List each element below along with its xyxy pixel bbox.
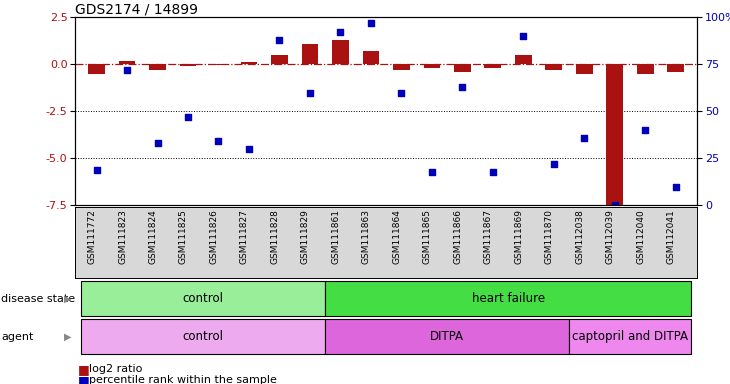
Text: percentile rank within the sample: percentile rank within the sample [89, 375, 277, 384]
Bar [454, 64, 471, 72]
Point [518, 33, 529, 39]
Point [548, 161, 560, 167]
Text: GSM111827: GSM111827 [240, 210, 249, 264]
Bar [545, 64, 562, 70]
Point [274, 37, 285, 43]
Text: GDS2174 / 14899: GDS2174 / 14899 [75, 2, 198, 16]
Point [609, 202, 620, 209]
Point [487, 169, 499, 175]
Text: GSM111870: GSM111870 [545, 210, 554, 265]
Text: heart failure: heart failure [472, 292, 545, 305]
Point [152, 140, 164, 146]
Text: GSM112040: GSM112040 [637, 210, 645, 264]
Point [426, 169, 438, 175]
Text: DITPA: DITPA [430, 331, 464, 343]
Text: GSM111825: GSM111825 [179, 210, 188, 264]
Bar [332, 40, 349, 64]
Point [182, 114, 194, 120]
Bar [393, 64, 410, 70]
Bar [485, 64, 502, 68]
Point [365, 20, 377, 26]
Point [334, 29, 346, 35]
Point [121, 67, 133, 73]
Bar [637, 64, 653, 74]
Text: ▶: ▶ [64, 332, 72, 342]
Text: GSM111823: GSM111823 [118, 210, 127, 264]
Bar [81, 319, 325, 354]
Text: ▶: ▶ [64, 293, 72, 304]
Bar [667, 64, 684, 72]
Point [212, 138, 224, 144]
Bar [301, 44, 318, 64]
Text: GSM112039: GSM112039 [606, 210, 615, 264]
Text: GSM111867: GSM111867 [484, 210, 493, 265]
Text: ■: ■ [78, 374, 90, 384]
Bar [241, 63, 258, 64]
Text: GSM111828: GSM111828 [270, 210, 280, 264]
Point [639, 127, 651, 133]
Text: GSM112038: GSM112038 [575, 210, 584, 264]
Bar [88, 64, 105, 74]
Text: GSM112041: GSM112041 [666, 210, 676, 264]
Text: GSM111824: GSM111824 [148, 210, 158, 264]
Bar [607, 64, 623, 205]
Bar [576, 64, 593, 74]
Text: GSM111772: GSM111772 [88, 210, 96, 264]
Text: GSM111829: GSM111829 [301, 210, 310, 264]
Text: control: control [182, 331, 223, 343]
Bar [423, 64, 440, 68]
Text: agent: agent [1, 332, 34, 342]
Point [396, 89, 407, 96]
Point [670, 184, 682, 190]
Text: GSM111865: GSM111865 [423, 210, 432, 265]
Bar [210, 64, 227, 65]
Point [578, 135, 590, 141]
Bar [569, 319, 691, 354]
Bar [149, 64, 166, 70]
Text: GSM111826: GSM111826 [210, 210, 218, 264]
Text: GSM111866: GSM111866 [453, 210, 462, 265]
Text: ■: ■ [78, 363, 90, 376]
Bar [515, 55, 531, 64]
Bar [180, 64, 196, 66]
Bar [325, 319, 569, 354]
Text: GSM111861: GSM111861 [331, 210, 340, 265]
Text: disease state: disease state [1, 293, 76, 304]
Bar [271, 55, 288, 64]
Bar [81, 281, 325, 316]
Text: captopril and DITPA: captopril and DITPA [572, 331, 688, 343]
Text: GSM111863: GSM111863 [362, 210, 371, 265]
Point [91, 167, 102, 173]
Point [456, 84, 468, 90]
Bar [325, 281, 691, 316]
Text: log2 ratio: log2 ratio [89, 364, 142, 374]
Text: GSM111864: GSM111864 [393, 210, 402, 264]
Point [304, 89, 316, 96]
Text: control: control [182, 292, 223, 305]
Text: GSM111869: GSM111869 [515, 210, 523, 265]
Point [243, 146, 255, 152]
Bar [363, 51, 380, 64]
Bar [119, 61, 135, 64]
